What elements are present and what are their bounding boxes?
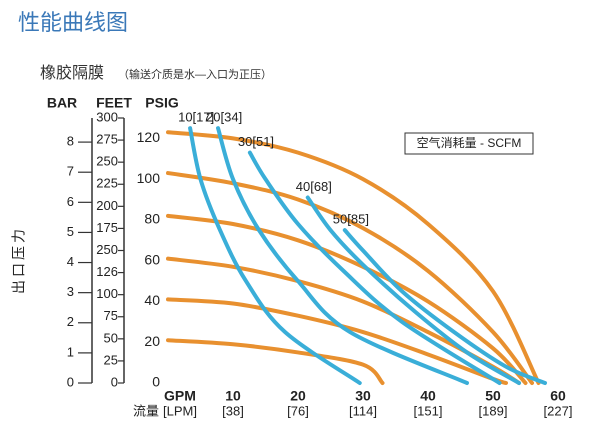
y3-title: BAR [47,95,77,111]
curve [305,195,521,385]
curve [166,338,385,385]
x2-tick-label: [38] [222,403,244,418]
y2-tick-label: 75 [104,308,118,323]
y-tick-label: 100 [137,170,161,186]
y-label: 出口压力 [11,226,27,294]
x2-tick-label: [76] [287,403,309,418]
y3-tick-label: 6 [67,194,74,209]
curve [342,228,547,385]
y-tick-label: 40 [144,292,160,308]
x-tick-label: 40 [420,388,436,404]
curve-label: 10[17] [178,110,214,125]
x-tick-label: 20 [290,388,306,404]
x-label: 流量 [133,403,159,418]
y3-tick-label: 3 [67,284,74,299]
x-tick-label: 30 [355,388,371,404]
y2-tick-label: 0 [111,374,118,389]
page-title: 性能曲线图 [18,10,128,35]
curve-label: 20[34] [206,110,242,125]
y2-tick-label: 275 [96,132,118,147]
curve-label: 40[68] [296,179,332,194]
x-tick-label: 60 [550,388,566,404]
y3-tick-label: 2 [67,314,74,329]
y2-tick-label: 126 [96,264,118,279]
y3-tick-label: 0 [67,374,74,389]
legend-box [404,132,534,155]
chart-subtitle: （输送介质是水—入口为正压） [118,67,272,81]
curve [166,130,541,385]
y-title: PSIG [145,95,179,111]
y-tick-label: 80 [144,211,160,227]
y2-tick-label: 300 [96,109,118,124]
x2-tick-label: [227] [544,403,573,418]
y2-tick-label: 100 [96,286,118,301]
x2-tick-label: [189] [479,403,508,418]
x-tick-label: 50 [485,388,501,404]
chart-title: 橡胶隔膜 [40,64,104,82]
y2-tick-label: 200 [96,198,118,213]
y3-tick-label: 7 [67,164,74,179]
y2-tick-label: 250 [96,154,118,169]
x2-title: [LPM] [163,403,197,418]
y-tick-label: 0 [152,374,160,390]
x-title: GPM [164,388,196,404]
y3-tick-label: 5 [67,224,74,239]
x2-tick-label: [114] [349,403,377,418]
y2-tick-label: 225 [96,176,118,191]
curve [216,126,469,385]
y3-tick-label: 1 [67,344,74,359]
y2-title: FEET [96,95,132,111]
curve-label: 30[51] [238,134,274,149]
y-tick-label: 60 [144,251,160,267]
curve [188,126,362,385]
x2-tick-label: [151] [414,403,443,418]
y2-tick-label: 250 [96,242,118,257]
y2-tick-label: 175 [96,220,118,235]
y2-tick-label: 50 [104,330,118,345]
legend-title: 空气消耗量 - SCFM [417,135,522,150]
y-tick-label: 20 [144,333,160,349]
curve [247,150,502,385]
y3-tick-label: 4 [67,254,74,269]
y2-tick-label: 25 [104,352,118,367]
y-tick-label: 120 [137,129,161,145]
x-tick-label: 10 [225,388,241,404]
curve-label: 50[85] [333,212,369,227]
y3-tick-label: 8 [67,134,74,149]
